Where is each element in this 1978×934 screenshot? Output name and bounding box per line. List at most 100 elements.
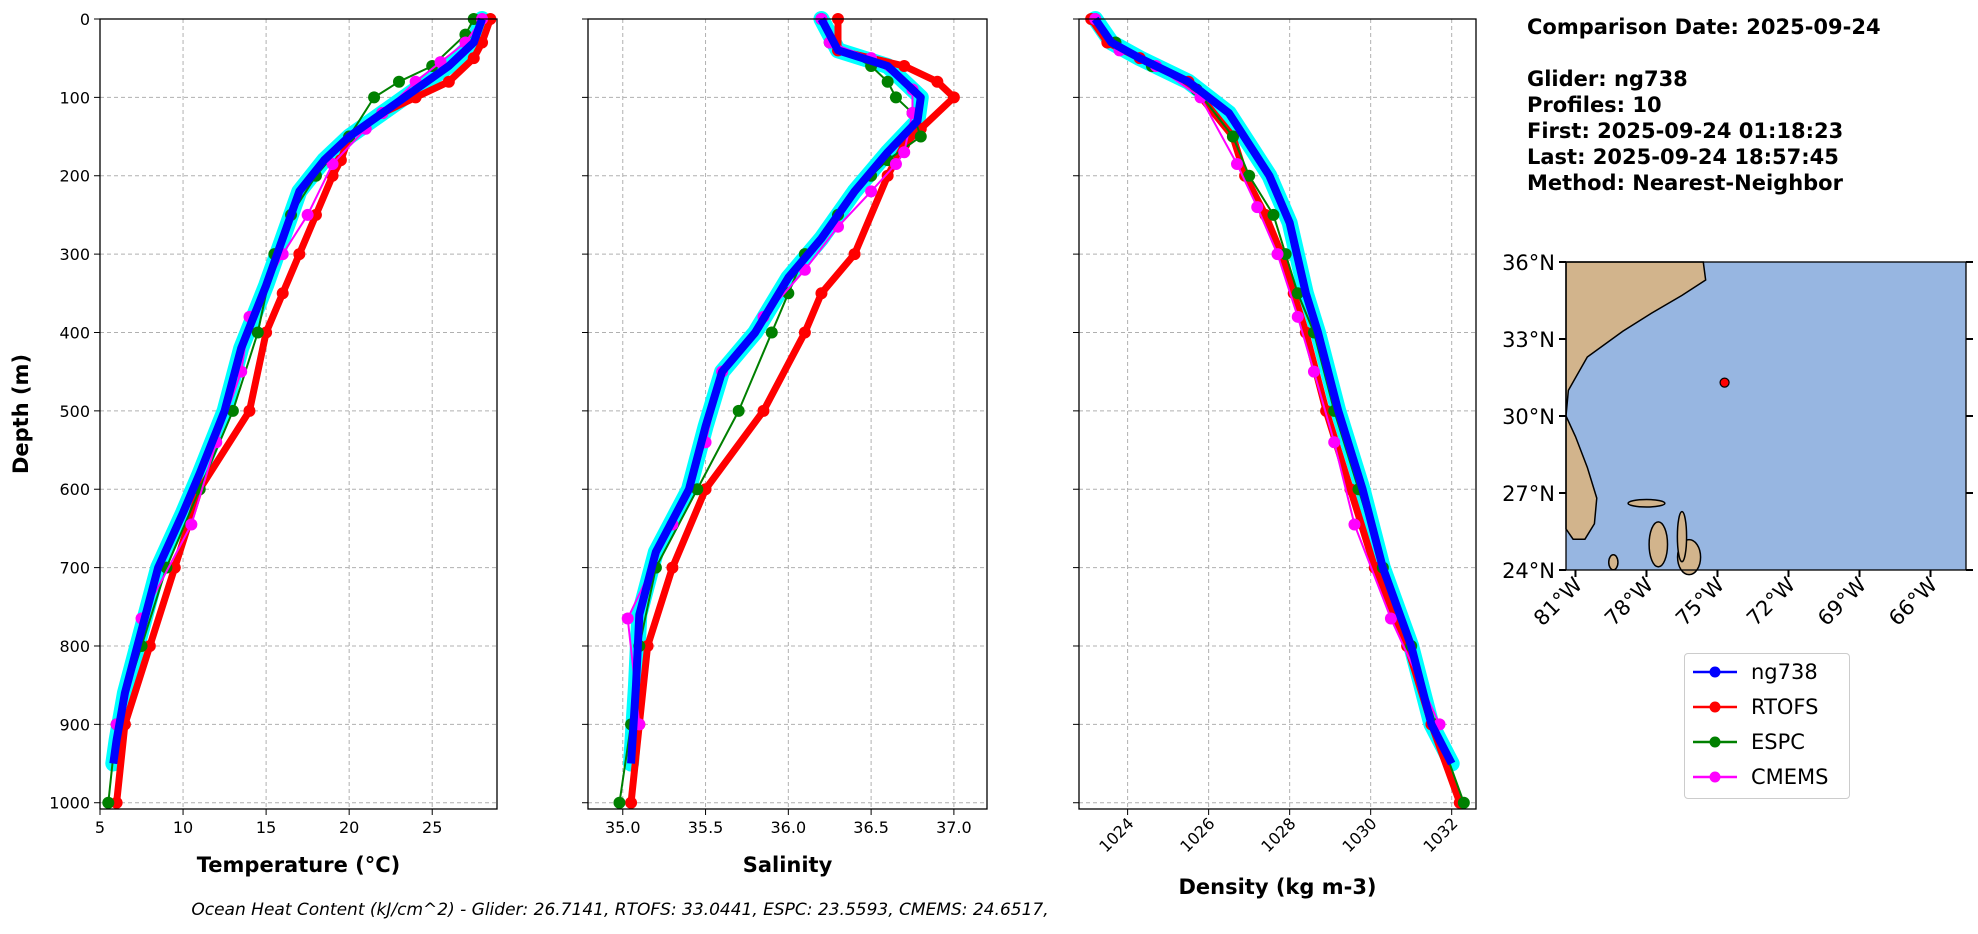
x-tick-label: 1026 [1176,814,1218,856]
data-point-rtofs [898,60,911,73]
y-tick-label: 300 [59,245,90,264]
y-tick-label: 1000 [49,794,90,813]
data-point-rtofs [641,639,654,652]
ohc-caption: Ocean Heat Content (kJ/cm^2) - Glider: 2… [191,900,1049,920]
land-bahamas [1648,521,1669,568]
x-tick-label: 15 [256,818,276,837]
comparison-date: Comparison Date: 2025-09-24 [1527,15,1881,39]
land-bahamas [1627,498,1666,508]
plot-frame [99,18,498,810]
data-point-espc [889,91,902,104]
y-tick-label: 200 [59,167,90,186]
data-point-rtofs [798,326,811,339]
data-point-rtofs [476,36,489,49]
data-point-cmems [898,146,911,159]
data-point-cmems [1348,518,1361,531]
glider-profiles-band [1087,11,1460,772]
data-point-cmems [1291,310,1304,323]
glider-location-marker [1719,377,1730,388]
data-point-rtofs [309,208,322,221]
plot-frame [587,18,988,810]
data-point-rtofs [110,796,123,809]
data-point-cmems [1384,612,1397,625]
series-line-ng738 [109,17,486,765]
lat-tick-label: 24°N [1502,559,1555,583]
y-tick-label: 400 [59,323,90,342]
data-point-espc [392,75,405,88]
lon-tick-label: 66°W [1884,572,1942,630]
panel-0: 5 10 15 20 25 0 100 200 300 400 500 600 700 800 900 100… [9,10,498,877]
data-point-espc [691,483,704,496]
data-point-cmems [326,157,339,170]
data-point-espc [732,404,745,417]
lat-tick-label: 36°N [1502,251,1555,275]
x-tick-label: 1028 [1257,814,1299,856]
y-tick-label: 800 [59,637,90,656]
data-point-rtofs [881,169,894,182]
data-point-rtofs [260,326,273,339]
data-point-rtofs [243,404,256,417]
data-point-cmems [889,157,902,170]
x-tick-label: 5 [95,818,105,837]
x-tick-label: 36.5 [853,818,889,837]
data-point-rtofs [699,483,712,496]
data-point-rtofs [848,248,861,261]
data-point-espc [102,796,115,809]
x-tick-label: 25 [422,818,442,837]
data-point-espc [881,75,894,88]
data-point-rtofs [666,561,679,574]
y-axis-label: Depth (m) [9,354,33,474]
x-tick-label: 1030 [1338,814,1380,856]
x-tick-label: 37.0 [936,818,972,837]
data-point-espc [1267,208,1280,221]
series-line-cmems [115,18,483,725]
data-point-espc [1291,287,1304,300]
series-line-ng738 [1091,16,1456,766]
data-point-espc [251,326,264,339]
first-time: First: 2025-09-24 01:18:23 [1527,119,1844,143]
x-tick-label: 20 [339,818,359,837]
data-point-cmems [1230,157,1243,170]
panel-2: 1024 1026 1028 1030 1032 Density (kg m-3) [1073,11,1477,899]
data-point-espc [613,796,626,809]
x-tick-label: 35.5 [688,818,724,837]
series-line-cmems [626,18,914,725]
data-point-rtofs [276,287,289,300]
method: Method: Nearest-Neighbor [1527,171,1843,195]
data-point-cmems [1328,436,1341,449]
y-tick-label: 900 [59,715,90,734]
y-tick-label: 100 [59,88,90,107]
data-point-espc [226,404,239,417]
legend-item-rtofs: RTOFS [1685,690,1849,724]
x-axis-label: Salinity [743,853,833,877]
data-point-espc [1457,796,1470,809]
plot-frame [1078,18,1477,810]
x-axis-label: Density (kg m-3) [1178,875,1376,899]
data-point-espc [914,130,927,143]
data-point-rtofs [947,91,960,104]
glider-profiles-band [105,11,491,772]
lat-tick-label: 27°N [1502,482,1555,506]
data-point-rtofs [293,248,306,261]
info-panel: Comparison Date: 2025-09-24 Glider: ng73… [1527,14,1881,196]
data-point-rtofs [168,561,181,574]
data-point-cmems [185,518,198,531]
lat-tick-label: 33°N [1502,328,1555,352]
x-tick-label: 1024 [1095,814,1137,856]
series-line-ng738 [627,17,925,764]
data-point-cmems [1251,201,1264,214]
glider-name: Glider: ng738 [1527,67,1688,91]
land-bahamas [1676,510,1688,563]
data-point-espc [1243,169,1256,182]
data-point-rtofs [815,287,828,300]
data-point-rtofs [143,639,156,652]
x-tick-label: 35.0 [605,818,641,837]
profiles-count: Profiles: 10 [1527,93,1662,117]
data-point-espc [765,326,778,339]
lat-tick-label: 30°N [1502,405,1555,429]
data-point-rtofs [326,169,339,182]
data-point-rtofs [931,75,944,88]
data-point-rtofs [467,52,480,65]
data-point-cmems [1271,248,1284,261]
